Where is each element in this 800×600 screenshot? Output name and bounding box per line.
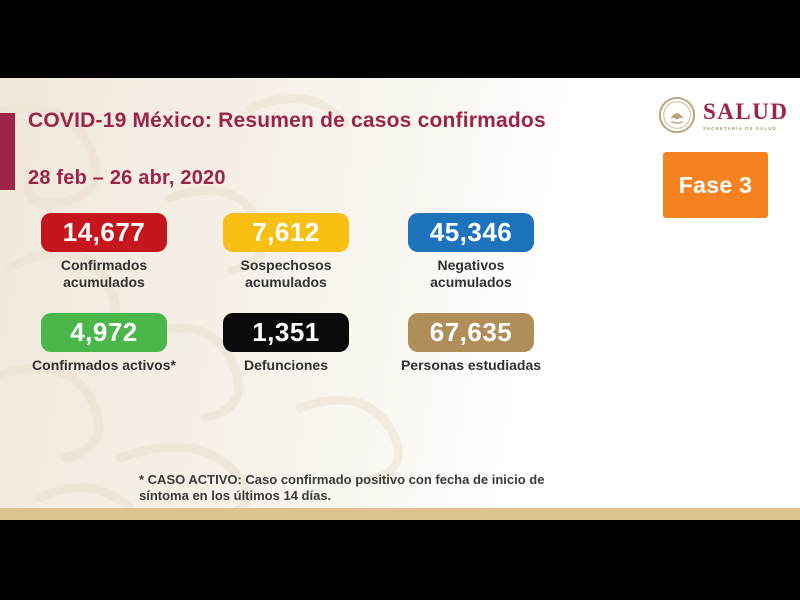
stat-label: Confirmados acumulados (60, 256, 148, 290)
stat-personas-estudiadas: 67,635 Personas estudiadas (381, 313, 561, 374)
logo-text: SALUD SECRETARÍA DE SALUD (703, 100, 788, 131)
stat-value-box: 4,972 (41, 313, 167, 352)
letterbox-bottom (0, 520, 800, 600)
logo-wordmark: SALUD (703, 98, 789, 124)
stat-value-box: 14,677 (41, 213, 167, 252)
stat-value-box: 67,635 (408, 313, 534, 352)
logo-subtitle: SECRETARÍA DE SALUD (703, 125, 777, 131)
stat-confirmados-acumulados: 14,677 Confirmados acumulados (14, 213, 194, 291)
footnote: * CASO ACTIVO: Caso confirmado positivo … (139, 472, 545, 504)
stat-label: Defunciones (243, 356, 328, 373)
title-accent-bar (0, 113, 15, 190)
phase-badge: Fase 3 (663, 152, 768, 218)
stat-label: Confirmados activos* (32, 356, 176, 373)
phase-badge-label: Fase 3 (678, 171, 753, 198)
stat-label: Negativos acumulados (430, 256, 512, 290)
stat-defunciones: 1,351 Defunciones (196, 313, 376, 374)
slide: COVID-19 México: Resumen de casos confir… (0, 78, 800, 520)
stat-negativos-acumulados: 45,346 Negativos acumulados (381, 213, 561, 291)
date-range: 28 feb – 26 abr, 2020 (28, 167, 226, 189)
eagle-seal-icon (658, 96, 696, 134)
letterbox-top (0, 0, 800, 78)
stat-value-box: 45,346 (408, 213, 534, 252)
bottom-band (0, 508, 800, 520)
stat-label: Personas estudiadas (400, 356, 542, 373)
background-swirl-pattern (0, 93, 403, 520)
stat-value-box: 1,351 (223, 313, 349, 352)
stat-sospechosos-acumulados: 7,612 Sospechosos acumulados (196, 213, 376, 291)
salud-logo: SALUD SECRETARÍA DE SALUD (658, 96, 788, 134)
stat-confirmados-activos: 4,972 Confirmados activos* (14, 313, 194, 374)
stat-value-box: 7,612 (223, 213, 349, 252)
stat-label: Sospechosos acumulados (240, 256, 332, 290)
page-title: COVID-19 México: Resumen de casos confir… (28, 109, 546, 132)
